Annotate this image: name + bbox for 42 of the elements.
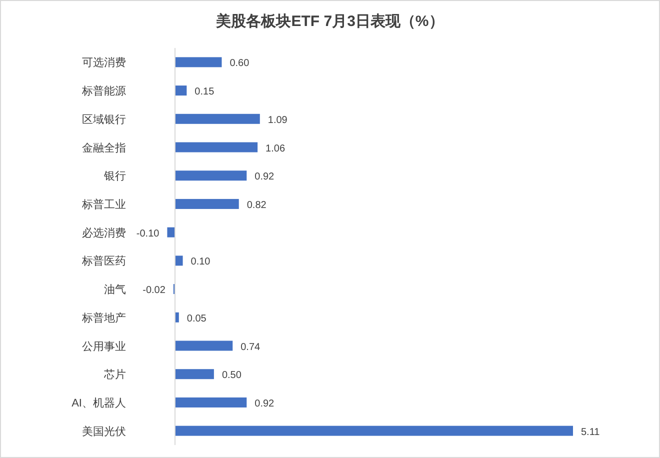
bar xyxy=(175,256,183,266)
bar xyxy=(175,198,239,209)
y-tick-label: 公用事业 xyxy=(82,340,126,353)
data-label: 1.09 xyxy=(268,114,288,126)
bar xyxy=(175,57,222,68)
data-label: 0.60 xyxy=(230,58,250,70)
y-tick-label: 金融全指 xyxy=(82,142,126,154)
bar xyxy=(175,369,214,380)
data-label: 0.92 xyxy=(254,172,275,183)
y-tick-label: 油气 xyxy=(104,283,126,296)
data-label: 0.10 xyxy=(190,256,211,268)
bar xyxy=(175,397,247,408)
bar xyxy=(175,142,258,152)
data-label: 0.82 xyxy=(246,200,267,211)
data-label: 0.92 xyxy=(254,398,275,410)
data-label: 0.05 xyxy=(186,313,207,324)
y-tick-label: 必选消费 xyxy=(82,226,126,240)
data-label: 0.74 xyxy=(240,342,261,353)
bar xyxy=(175,340,233,351)
data-label: -0.02 xyxy=(142,285,166,296)
data-label: 1.06 xyxy=(266,143,286,154)
chart-title: 美股各板块ETF 7月3日表现（%） xyxy=(215,12,444,30)
y-tick-label: 可选消费 xyxy=(82,56,126,70)
y-tick-label: 区域银行 xyxy=(82,112,126,126)
bar xyxy=(175,426,573,436)
data-label: 0.50 xyxy=(222,370,242,382)
data-label: 5.11 xyxy=(581,426,600,438)
bar xyxy=(167,227,175,238)
y-tick-label: 银行 xyxy=(103,170,126,183)
bar xyxy=(175,312,179,322)
y-tick-label: 芯片 xyxy=(103,368,126,382)
data-label: -0.10 xyxy=(136,228,160,240)
y-tick-label: 标普地产 xyxy=(81,311,126,324)
bar xyxy=(175,86,187,96)
y-tick-label: 标普工业 xyxy=(81,198,126,211)
data-label: 0.15 xyxy=(194,86,215,98)
y-tick-label: 标普能源 xyxy=(81,84,126,98)
y-tick-label: 美国光伏 xyxy=(82,424,126,438)
bar xyxy=(175,170,247,181)
y-tick-label: 标普医药 xyxy=(81,254,126,268)
bar xyxy=(175,114,260,124)
y-tick-label: AI、机器人 xyxy=(72,397,126,410)
